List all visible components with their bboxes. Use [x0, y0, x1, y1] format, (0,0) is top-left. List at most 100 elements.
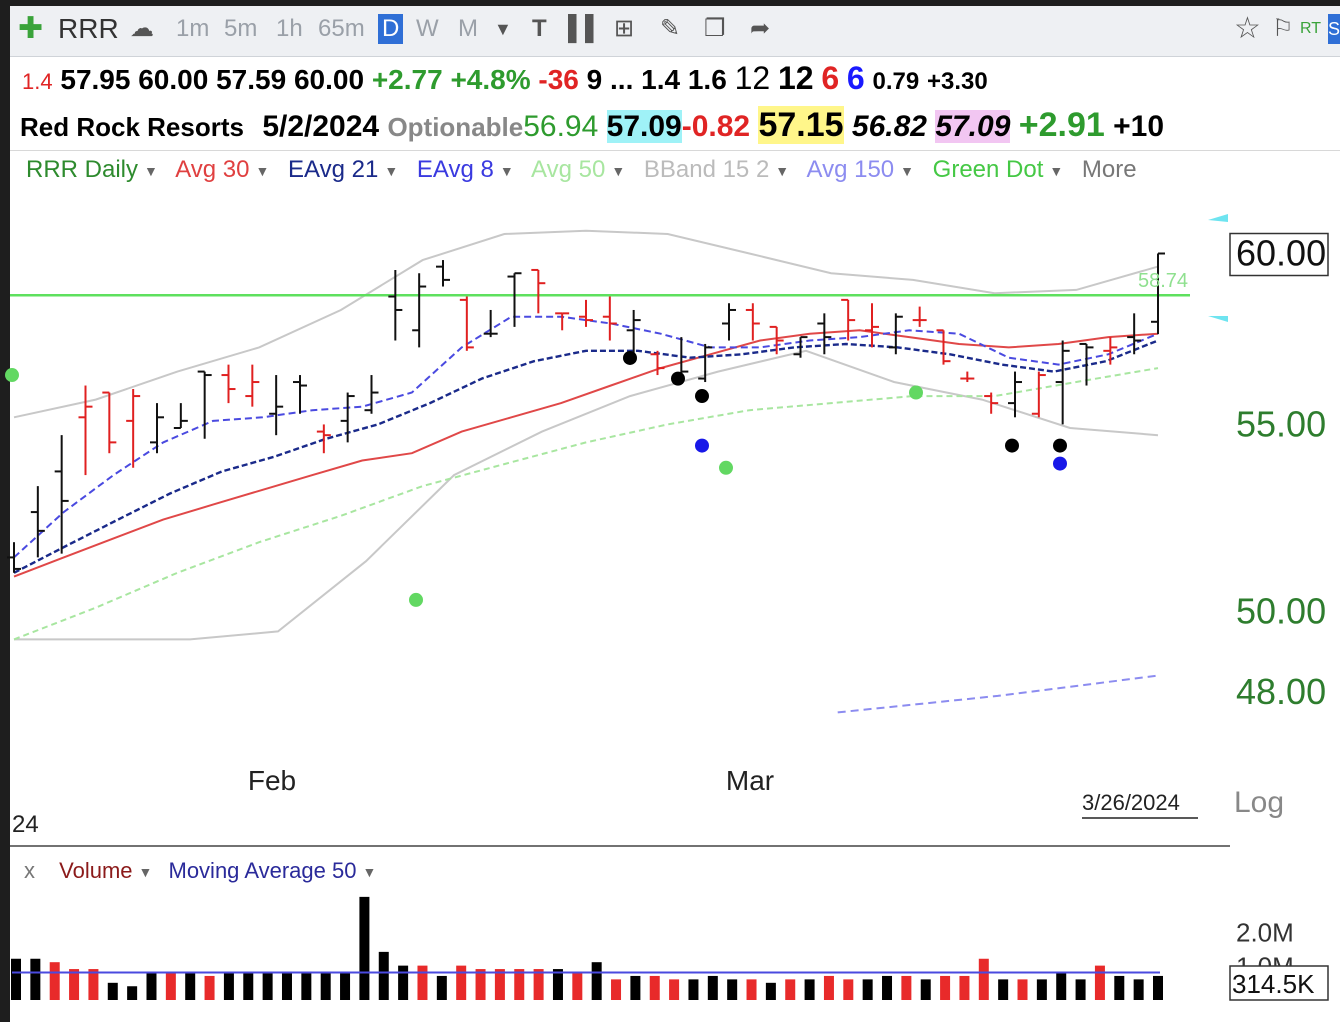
volume-bar [785, 979, 796, 1000]
quote-v9: 6 [846, 60, 865, 96]
ohlc-bar [912, 306, 927, 327]
volume-bar [262, 972, 273, 1000]
volume-bar [630, 975, 641, 1000]
volume-bar [340, 972, 351, 1000]
legend-more[interactable]: More [1081, 156, 1137, 183]
ohlc-bar [722, 303, 736, 341]
ohlc-bar [1079, 342, 1094, 386]
volume-bar [669, 979, 680, 1000]
volume-bar [30, 958, 41, 1000]
close-volume-panel-icon[interactable]: x [24, 858, 35, 883]
ohlc-bar [555, 312, 570, 331]
ohlc-bar [459, 296, 474, 351]
ohlc-bar [78, 385, 93, 476]
bar-chart-icon[interactable]: ▌▌ [568, 15, 603, 42]
timeframe-5m[interactable]: 5m [224, 15, 258, 42]
quote-v2: 9 [586, 64, 603, 95]
quote-p8: +10 [1113, 110, 1164, 143]
ohlc-bar [150, 403, 164, 454]
quote-p1: 56.94 [523, 110, 599, 143]
quote-change: +2.77 [371, 64, 443, 95]
volume-bar [843, 979, 854, 1000]
volume-bar [611, 979, 622, 1000]
add-icon[interactable]: ✚ [18, 12, 44, 45]
quote-pct: +4.8% [450, 64, 531, 95]
volume-bar [398, 965, 409, 1000]
volume-bar [862, 979, 873, 1000]
timeframe-monthly[interactable]: M [458, 15, 478, 42]
volume-bar [243, 972, 254, 1000]
quote-p2: 57.09 [606, 110, 682, 143]
volume-bar [359, 896, 370, 1000]
volume-bar [49, 962, 60, 1000]
price-axis-label: 55.00 [1236, 403, 1326, 444]
ohlc-bar [817, 313, 832, 355]
legend-rrr-daily[interactable]: RRR Daily ▼ [26, 156, 158, 183]
pencil-icon[interactable]: ✎ [660, 15, 681, 42]
legend-eavg-21[interactable]: EAvg 21 ▼ [288, 156, 399, 183]
flag-icon[interactable]: ⚐ [1272, 15, 1294, 42]
volume-bar [127, 986, 138, 1000]
legend-green-dot[interactable]: Green Dot ▼ [932, 156, 1064, 183]
legend-avg-30[interactable]: Avg 30 ▼ [175, 156, 270, 183]
month-label: Feb [248, 765, 296, 796]
timeframe-daily[interactable]: D [378, 14, 404, 44]
volume-bar [920, 979, 931, 1000]
blue-dot [695, 438, 709, 453]
blue-dot [1053, 456, 1067, 471]
dropdown-caret-icon[interactable]: ▼ [494, 19, 512, 39]
volume-label[interactable]: Volume ▼ [59, 858, 153, 883]
ohlc-bar [698, 343, 713, 383]
share-arrow-icon[interactable]: ➦ [750, 15, 771, 42]
volume-bar [804, 979, 815, 1000]
ohlc-bar [269, 375, 284, 436]
ohlc-bar [1103, 337, 1118, 365]
legend-avg-50[interactable]: Avg 50 ▼ [531, 156, 626, 183]
ohlc-bar [769, 325, 784, 355]
avg-30-line [13, 329, 1159, 578]
price-axis-label: 50.00 [1236, 591, 1326, 632]
ohlc-bar [1008, 371, 1022, 418]
log-scale-toggle[interactable]: Log [1234, 786, 1284, 819]
timeframe-1h[interactable]: 1h [276, 15, 303, 42]
price-axis-label: 48.00 [1236, 671, 1326, 712]
legend-eavg-8[interactable]: EAvg 8 ▼ [416, 156, 514, 183]
quote-v6: 12 [734, 60, 771, 96]
bband-upper-line [13, 229, 1159, 419]
volume-bar [998, 979, 1009, 1000]
text-tool-icon[interactable]: T [532, 15, 547, 42]
copy-icon[interactable]: ❐ [704, 15, 726, 42]
black-dot [671, 371, 685, 386]
star-icon[interactable]: ☆ [1234, 12, 1261, 45]
ohlc-bar [507, 272, 522, 327]
black-dot [623, 350, 637, 365]
volume-bar [978, 958, 989, 1000]
quote-v10: 0.79 [872, 68, 920, 95]
volume-bar [591, 962, 602, 1000]
ohlc-bar [1151, 252, 1165, 335]
volume-bar [88, 969, 99, 1000]
symbol-input[interactable]: RRR [58, 13, 119, 44]
ohlc-bar [1031, 371, 1046, 418]
volume-bar [223, 972, 234, 1000]
ohlc-bar [436, 260, 450, 287]
volume-legend: x Volume ▼ Moving Average 50 ▼ [24, 858, 376, 884]
timeframe-weekly[interactable]: W [416, 15, 439, 42]
volume-axis-label: 2.0M [1236, 917, 1294, 947]
grid-add-icon[interactable]: ⊞ [614, 15, 635, 42]
legend-bband[interactable]: BBand 15 2 ▼ [643, 156, 790, 183]
volume-bar [552, 969, 563, 1000]
timeframe-1m[interactable]: 1m [176, 15, 210, 42]
green-dot [5, 368, 19, 383]
ohlc-bar [102, 391, 117, 454]
settings-tab-icon[interactable]: S [1328, 14, 1340, 44]
quote-v11: +3.30 [926, 68, 988, 95]
cloud-icon[interactable]: ☁ [130, 15, 154, 42]
volume-ma-label[interactable]: Moving Average 50 ▼ [168, 858, 377, 883]
rt-label[interactable]: RT [1300, 20, 1322, 37]
left-edge-label: 24 [12, 811, 39, 838]
legend-avg-150[interactable]: Avg 150 ▼ [806, 156, 915, 183]
volume-bar [649, 975, 660, 1000]
timeframe-65m[interactable]: 65m [318, 15, 365, 42]
